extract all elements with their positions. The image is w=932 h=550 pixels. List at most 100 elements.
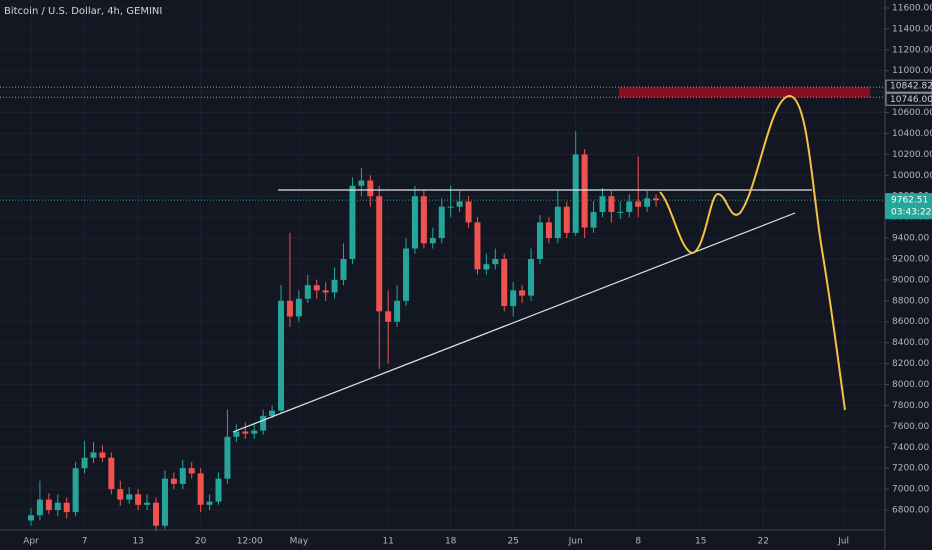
candle-body bbox=[72, 468, 79, 513]
x-tick-label: 15 bbox=[695, 537, 706, 547]
candle-body bbox=[644, 198, 651, 207]
candle-body bbox=[295, 298, 302, 317]
candle-body bbox=[599, 196, 606, 212]
candle-body bbox=[99, 452, 106, 458]
candle-body bbox=[224, 436, 231, 479]
candle-body bbox=[572, 154, 579, 233]
x-tick-label: 20 bbox=[195, 537, 207, 547]
candle-body bbox=[304, 285, 311, 299]
zone-layer bbox=[0, 86, 885, 201]
candle-body bbox=[63, 502, 70, 513]
y-tick-label: 10000.00 bbox=[892, 171, 932, 181]
x-tick-label: Jun bbox=[568, 537, 583, 547]
candle-body bbox=[179, 468, 186, 484]
candle-body bbox=[456, 201, 463, 207]
y-tick-label: 9000.00 bbox=[892, 275, 929, 285]
candles bbox=[27, 131, 660, 531]
candle-body bbox=[385, 311, 392, 322]
candle-body bbox=[483, 264, 490, 270]
candle-body bbox=[152, 502, 159, 526]
candle-body bbox=[349, 185, 356, 259]
candle-body bbox=[590, 211, 597, 228]
candle-body bbox=[233, 431, 240, 437]
y-tick-label: 9200.00 bbox=[892, 254, 929, 264]
candle-body bbox=[278, 300, 285, 411]
y-tick-label: 11600.00 bbox=[892, 3, 932, 13]
y-tick-label: 10600.00 bbox=[892, 108, 932, 118]
candle-body bbox=[465, 201, 472, 223]
candle-body bbox=[108, 457, 115, 490]
price-label: 10842.82 bbox=[890, 82, 932, 92]
projection-path bbox=[659, 94, 846, 411]
candle-body bbox=[617, 211, 624, 213]
x-tick-label: 8 bbox=[635, 537, 641, 547]
candle-body bbox=[313, 285, 320, 291]
y-tick-label: 7000.00 bbox=[892, 485, 929, 495]
axes: 6800.00 7000.00 7200.00 7400.00 7600.00 7800.… bbox=[23, 3, 932, 547]
y-tick-label: 7800.00 bbox=[892, 401, 929, 411]
candle-body bbox=[170, 478, 177, 484]
x-tick-label: 22 bbox=[757, 537, 768, 547]
candle-body bbox=[411, 196, 418, 249]
candle-body bbox=[563, 206, 570, 233]
x-tick-label: 12:00 bbox=[237, 537, 263, 547]
candle-body bbox=[215, 478, 222, 502]
candle-body bbox=[197, 473, 204, 505]
candle-body bbox=[447, 206, 454, 208]
candle-body bbox=[474, 222, 481, 270]
resistance-zone bbox=[619, 87, 870, 98]
y-tick-label: 8000.00 bbox=[892, 380, 929, 390]
candle-body bbox=[206, 501, 213, 505]
x-tick-label: Apr bbox=[23, 537, 39, 547]
trend-line bbox=[232, 212, 796, 433]
candle-body bbox=[394, 300, 401, 322]
candle-body bbox=[581, 154, 588, 228]
x-tick-label: 13 bbox=[132, 537, 143, 547]
y-tick-label: 10400.00 bbox=[892, 129, 932, 139]
y-tick-label: 8200.00 bbox=[892, 359, 929, 369]
y-tick-label: 8600.00 bbox=[892, 317, 929, 327]
candle-body bbox=[501, 258, 508, 307]
x-tick-label: Jul bbox=[837, 537, 849, 547]
y-tick-label: 11200.00 bbox=[892, 45, 932, 55]
x-tick-label: 11 bbox=[382, 537, 393, 547]
candle-body bbox=[188, 468, 195, 474]
candle-body bbox=[510, 290, 517, 307]
y-tick-label: 7400.00 bbox=[892, 443, 929, 453]
candle-body bbox=[554, 206, 561, 239]
candle-body bbox=[438, 206, 445, 239]
y-tick-label: 11400.00 bbox=[892, 24, 932, 34]
candle-body bbox=[519, 290, 526, 296]
y-tick-label: 7200.00 bbox=[892, 464, 929, 474]
y-tick-label: 10200.00 bbox=[892, 150, 932, 160]
candle-body bbox=[376, 196, 383, 312]
last-price-label: 9762.51 bbox=[891, 196, 928, 206]
candle-body bbox=[260, 415, 267, 431]
candle-body bbox=[492, 258, 499, 265]
x-tick-label: 25 bbox=[507, 537, 518, 547]
candle-body bbox=[528, 258, 535, 296]
price-label: 10746.00 bbox=[890, 95, 932, 105]
candle-body bbox=[27, 515, 34, 521]
y-tick-label: 7600.00 bbox=[892, 422, 929, 432]
y-tick-label: 6800.00 bbox=[892, 506, 929, 516]
candle-body bbox=[251, 430, 258, 434]
candle-body bbox=[653, 198, 660, 201]
y-tick-label: 8400.00 bbox=[892, 338, 929, 348]
candle-body bbox=[81, 457, 88, 469]
x-tick-label: 7 bbox=[82, 537, 88, 547]
price-label-box bbox=[885, 79, 932, 93]
candle-body bbox=[269, 410, 276, 416]
countdown: 03:43:22 bbox=[891, 208, 931, 218]
y-tick-label: 8800.00 bbox=[892, 296, 929, 306]
candle-body bbox=[545, 222, 552, 239]
candle-body bbox=[536, 222, 543, 259]
candle-body bbox=[608, 196, 615, 212]
candle-body bbox=[126, 494, 133, 500]
candle-body bbox=[322, 290, 329, 293]
candle-body bbox=[117, 489, 124, 500]
candle-body bbox=[242, 431, 249, 434]
